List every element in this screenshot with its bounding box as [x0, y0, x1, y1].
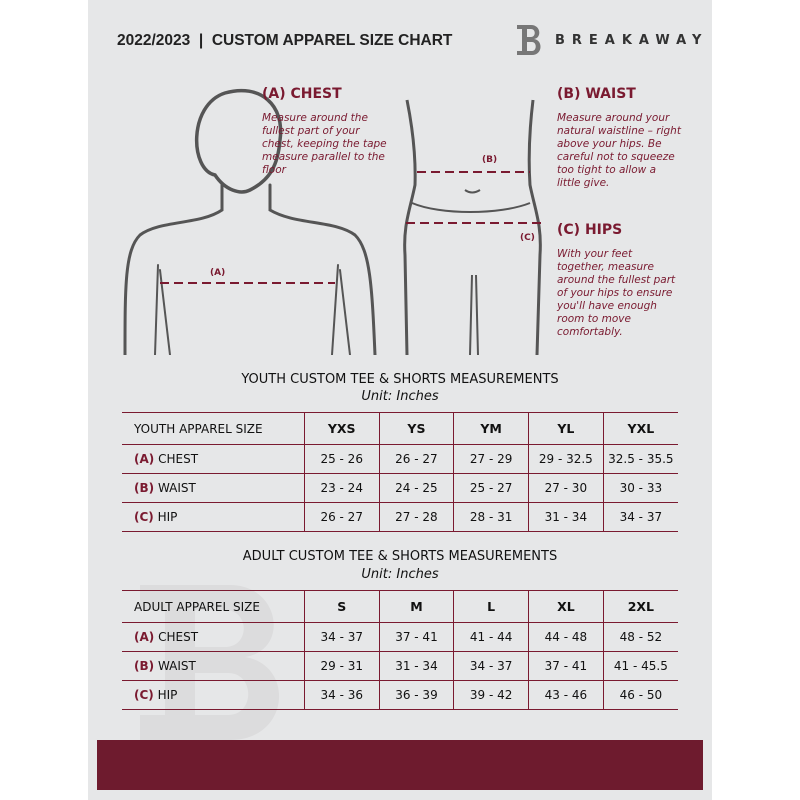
table-cell: XL [528, 590, 604, 623]
row-code: (C) [134, 510, 154, 524]
table-cell: YL [527, 412, 604, 445]
row-name: CHEST [158, 452, 199, 466]
row-code: (A) [134, 630, 155, 644]
table-cell: S [303, 590, 380, 623]
table-cell: 34 - 37 [303, 622, 380, 652]
hips-description: With your feet together, measure around … [557, 248, 676, 338]
body-illustrations: (A) (B) (C) [123, 88, 542, 355]
table-cell: L [453, 590, 529, 623]
adult-size-table: ADULT APPAREL SIZE S M L XL 2XL (A) CHEST 34 -… [122, 590, 678, 710]
table-cell: 46 - 50 [602, 680, 678, 710]
row-name: HIP [157, 688, 178, 702]
table-cell: 26 - 27 [303, 502, 380, 532]
waist-description: Measure around your natural waistline – … [557, 112, 681, 189]
table-cell: 23 - 24 [303, 473, 380, 503]
table-cell: YXS [303, 412, 380, 445]
table-cell: YOUTH APPAREL SIZE [122, 412, 305, 445]
page-title: 2022/2023 | CUSTOM APPAREL SIZE CHART [117, 32, 453, 49]
table-cell: ADULT APPAREL SIZE [122, 590, 305, 623]
table-cell: (B) WAIST [122, 473, 305, 503]
table-cell: YXL [602, 412, 678, 445]
adult-unit: Unit: Inches [361, 567, 439, 582]
table-row: (C) HIP 34 - 36 36 - 39 39 - 42 43 - 46 46 - … [122, 680, 678, 710]
row-code: (A) [134, 452, 155, 466]
table-cell: YS [378, 412, 454, 445]
adult-table-title: ADULT CUSTOM TEE & SHORTS MEASUREMENTS [242, 549, 558, 564]
table-cell: M [378, 590, 454, 623]
table-cell: 24 - 25 [378, 473, 454, 503]
table-row: (B) WAIST 29 - 31 31 - 34 34 - 37 37 - 41 41 … [122, 651, 678, 681]
table-cell: 31 - 34 [527, 502, 604, 532]
waist-marker: (B) [482, 155, 497, 165]
table-cell: 44 - 48 [528, 622, 604, 652]
table-header-row: ADULT APPAREL SIZE S M L XL 2XL [122, 590, 678, 623]
table-cell: 32.5 - 35.5 [602, 444, 678, 474]
youth-size-table: YOUTH APPAREL SIZE YXS YS YM YL YXL (A) CHEST… [122, 412, 678, 532]
table-cell: 29 - 31 [303, 651, 380, 681]
chest-heading: (A) CHEST [262, 86, 342, 102]
table-cell: 29 - 32.5 [527, 444, 604, 474]
table-cell: 43 - 46 [528, 680, 604, 710]
hips-marker: (C) [520, 233, 535, 243]
row-code: (B) [134, 659, 155, 673]
table-cell: 36 - 39 [378, 680, 454, 710]
youth-unit: Unit: Inches [361, 389, 439, 404]
table-cell: 34 - 36 [303, 680, 380, 710]
row-code: (C) [134, 688, 154, 702]
table-cell: 27 - 30 [527, 473, 604, 503]
table-row: (A) CHEST 25 - 26 26 - 27 27 - 29 29 - 32.5 3… [122, 444, 678, 474]
table-cell: (C) HIP [122, 680, 305, 710]
table-cell: 34 - 37 [453, 651, 529, 681]
row-name: CHEST [158, 630, 199, 644]
table-row: (B) WAIST 23 - 24 24 - 25 25 - 27 27 - 30 30 … [122, 473, 678, 503]
table-cell: 2XL [602, 590, 678, 623]
table-cell: 27 - 28 [378, 502, 454, 532]
table-cell: 25 - 27 [453, 473, 529, 503]
table-cell: 39 - 42 [453, 680, 529, 710]
hips-heading: (C) HIPS [557, 222, 623, 238]
row-name: WAIST [157, 659, 196, 673]
table-cell: (C) HIP [122, 502, 305, 532]
table-header-row: YOUTH APPAREL SIZE YXS YS YM YL YXL [122, 412, 678, 445]
row-name: WAIST [157, 481, 196, 495]
footer-band [97, 740, 703, 790]
table-row: (C) HIP 26 - 27 27 - 28 28 - 31 31 - 34 34 - … [122, 502, 678, 532]
table-cell: (B) WAIST [122, 651, 305, 681]
table-cell: 30 - 33 [602, 473, 678, 503]
lower-body-figure [403, 99, 542, 355]
waist-heading: (B) WAIST [557, 86, 636, 102]
brand-logo-icon [517, 25, 541, 55]
brand-name: BREAKAWAY [555, 33, 709, 48]
table-row: (A) CHEST 34 - 37 37 - 41 41 - 44 44 - 48 48 … [122, 622, 678, 652]
chest-marker: (A) [210, 268, 225, 278]
table-cell: 37 - 41 [378, 622, 454, 652]
table-cell: 34 - 37 [602, 502, 678, 532]
chest-description: Measure around the fullest part of your … [262, 112, 387, 176]
upper-body-figure [123, 88, 377, 355]
table-cell: YM [453, 412, 529, 445]
table-cell: 37 - 41 [528, 651, 604, 681]
table-cell: 25 - 26 [303, 444, 380, 474]
table-cell: 41 - 44 [453, 622, 529, 652]
table-cell: 31 - 34 [378, 651, 454, 681]
table-cell: (A) CHEST [122, 622, 305, 652]
row-code: (B) [134, 481, 155, 495]
table-cell: 41 - 45.5 [602, 651, 678, 681]
table-cell: 26 - 27 [378, 444, 454, 474]
table-cell: 27 - 29 [453, 444, 529, 474]
youth-table-title: YOUTH CUSTOM TEE & SHORTS MEASUREMENTS [241, 372, 559, 387]
table-cell: 48 - 52 [602, 622, 678, 652]
table-cell: (A) CHEST [122, 444, 305, 474]
table-cell: 28 - 31 [453, 502, 529, 532]
row-name: HIP [157, 510, 178, 524]
